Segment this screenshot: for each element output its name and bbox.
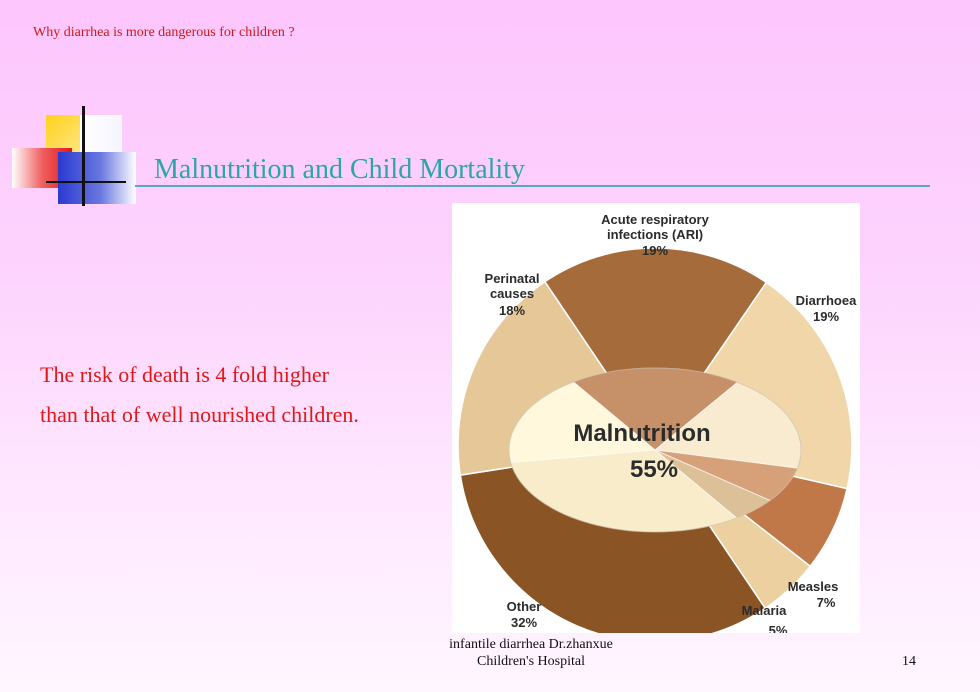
body-text: The risk of death is 4 fold higher than … (40, 355, 359, 435)
footer-line-2: Children's Hospital (477, 654, 585, 669)
slice-value-0: 19% (642, 243, 668, 258)
slice-label-1-0: Diarrhoea (796, 293, 857, 308)
slide-title: Malnutrition and Child Mortality (154, 154, 525, 185)
title-decoration-icon (12, 106, 136, 206)
pie-chart-svg: Malnutrition 55% Acute respiratoryinfectio… (457, 212, 857, 633)
slice-value-1: 19% (813, 309, 839, 324)
title-underline (135, 185, 930, 187)
pie-slice-inner-0 (572, 367, 739, 451)
center-label: Malnutrition (573, 420, 710, 447)
slice-value-5: 18% (499, 303, 525, 318)
page-number: 14 (902, 654, 916, 669)
slice-label-3-0: Malaria (742, 603, 788, 618)
pie-slice-outer-0 (543, 247, 768, 447)
slice-label-0-0: Acute respiratory (601, 212, 709, 227)
body-line-2: than that of well nourished children. (40, 402, 359, 427)
slice-label-2-0: Measles (788, 579, 839, 594)
slice-value-3: 5% (769, 623, 788, 633)
slice-value-2: 7% (817, 595, 836, 610)
slice-label-4-0: Other (507, 599, 542, 614)
mortality-pie-chart: Malnutrition 55% Acute respiratory infectio… (452, 203, 860, 633)
slide-subject: Why diarrhea is more dangerous for child… (33, 25, 295, 40)
footer: infantile diarrhea Dr.zhanxue Children's… (400, 636, 662, 670)
body-line-1: The risk of death is 4 fold higher (40, 362, 329, 387)
footer-line-1: infantile diarrhea Dr.zhanxue (449, 637, 613, 652)
center-value: 55% (630, 456, 678, 483)
pie-slice-inner-5 (508, 381, 657, 464)
pie-slice-inner-1 (653, 381, 802, 469)
pie-slice-inner-4 (510, 449, 738, 533)
slice-label-5-1: causes (490, 286, 534, 301)
malnutrition-boundary (508, 367, 802, 533)
slice-label-0-1: infections (ARI) (607, 227, 703, 242)
slice-label-5-0: Perinatal (485, 271, 540, 286)
slice-value-4: 32% (511, 615, 537, 630)
